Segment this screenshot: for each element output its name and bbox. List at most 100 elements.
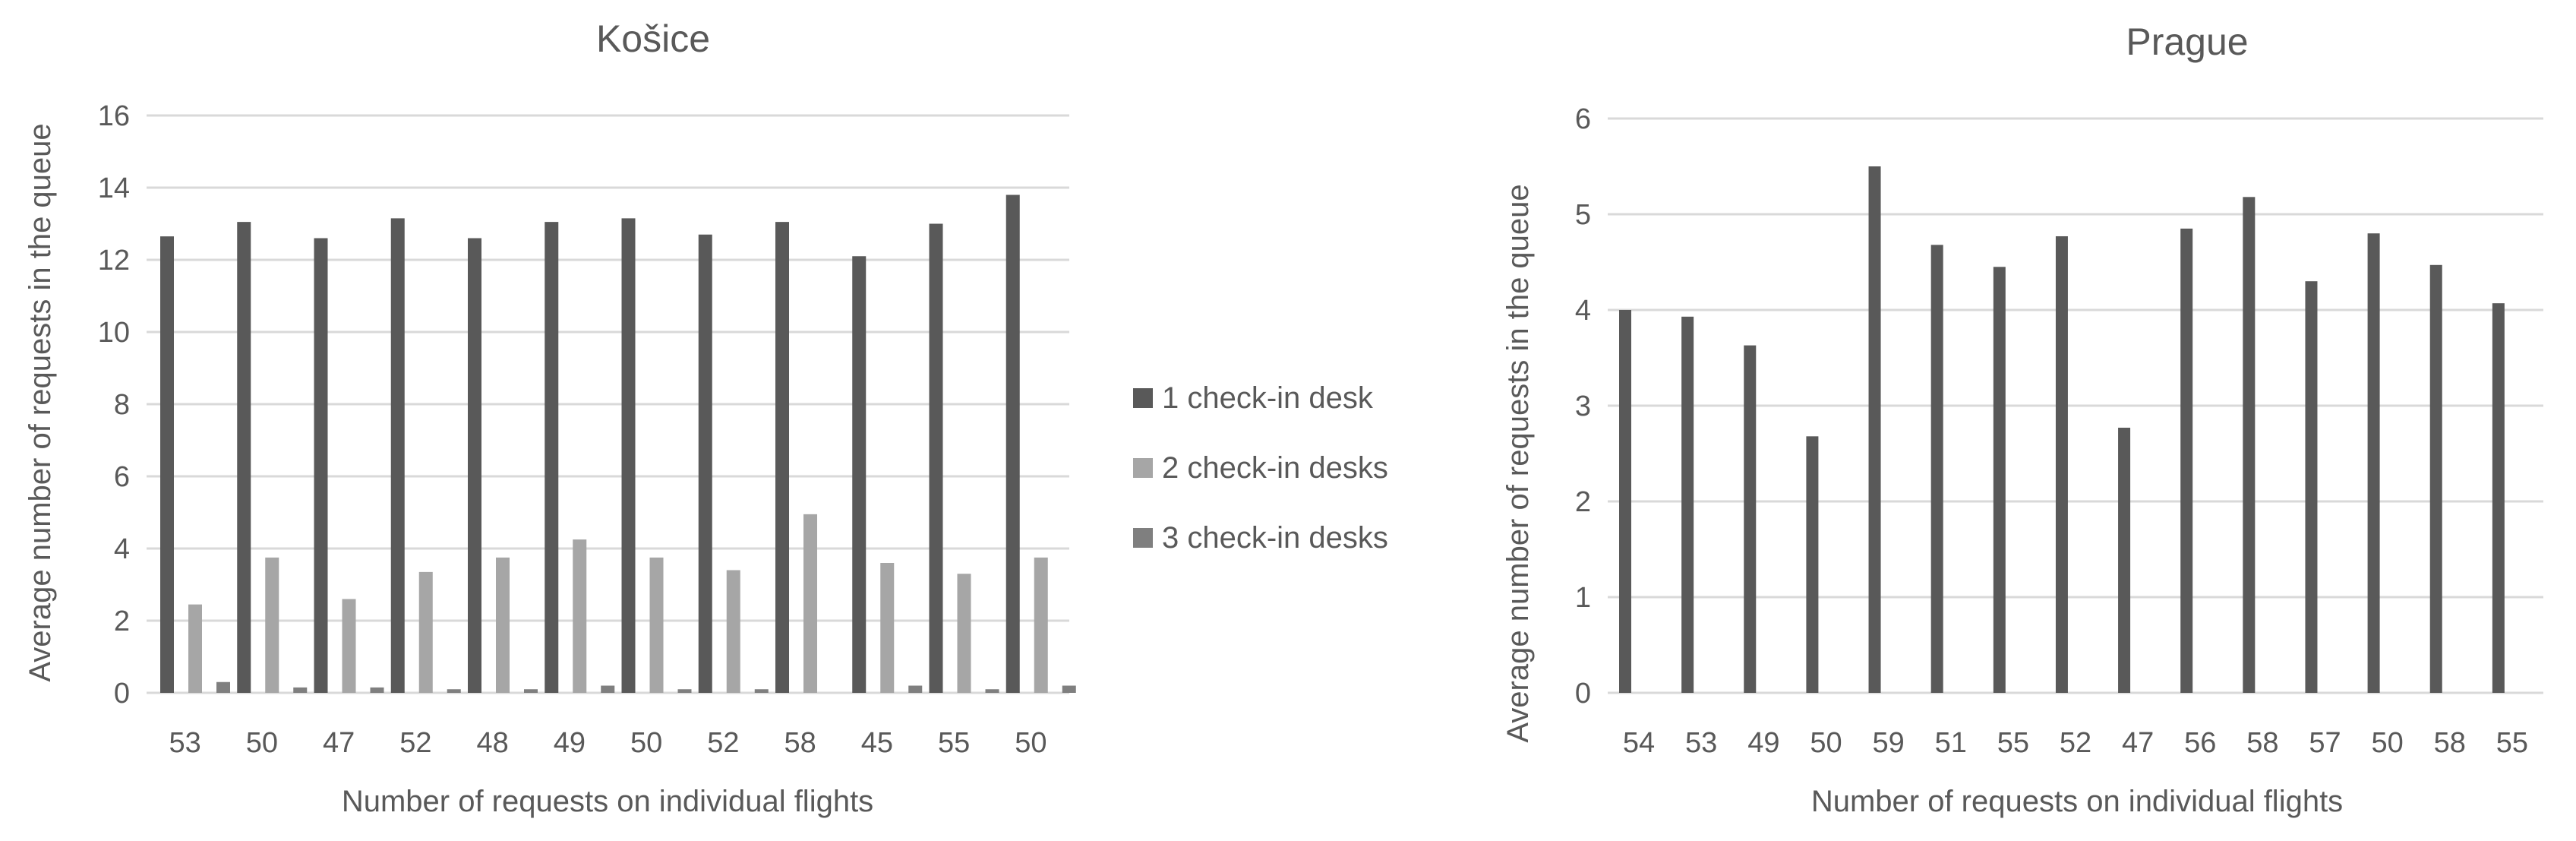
prague-bar-series1 (2180, 228, 2193, 693)
kosice-y-tick-labels: 0 2 4 6 8 10 12 14 16 (98, 100, 130, 710)
kosice-y-tick-label: 4 (114, 533, 130, 565)
kosice-bar-series3 (677, 689, 692, 693)
prague-chart: Prague Average number of requests in the… (1501, 21, 2543, 818)
kosice-bar-series2 (496, 557, 510, 693)
kosice-x-tick-label: 48 (476, 727, 508, 759)
prague-bar-series1 (1993, 267, 2006, 693)
kosice-bar-series3 (985, 689, 999, 693)
kosice-bar-series1 (314, 238, 328, 693)
kosice-bar-series1 (468, 238, 481, 693)
kosice-x-axis-label: Number of requests on individual flights (342, 785, 873, 818)
kosice-bar-series2 (188, 604, 202, 693)
kosice-bar-series3 (370, 687, 384, 693)
kosice-bar-series3 (1062, 685, 1076, 693)
kosice-bar-series2 (265, 557, 279, 693)
legend-label-3: 3 check-in desks (1162, 521, 1388, 555)
prague-y-tick-labels: 0 1 2 3 4 5 6 (1575, 103, 1591, 710)
kosice-bar-series2 (649, 557, 664, 693)
kosice-bar-series3 (754, 689, 769, 693)
legend-item-2: 2 check-in desks (1133, 451, 1388, 485)
kosice-bar-series1 (621, 218, 636, 693)
prague-bar-series1 (1681, 316, 1694, 693)
kosice-y-tick-label: 8 (114, 389, 130, 421)
legend-swatch-3 (1133, 528, 1153, 548)
kosice-x-tick-label: 47 (323, 727, 355, 759)
prague-bar-series1 (2492, 303, 2505, 693)
kosice-bar-series2 (880, 563, 895, 693)
kosice-x-tick-label: 49 (554, 727, 586, 759)
prague-x-tick-label: 56 (2184, 727, 2216, 759)
prague-x-tick-label: 51 (1935, 727, 1967, 759)
prague-x-tick-label: 54 (1623, 727, 1655, 759)
kosice-bar-series1 (698, 234, 712, 693)
prague-x-tick-label: 57 (2309, 727, 2341, 759)
prague-bar-series1 (2243, 197, 2256, 693)
legend: 1 check-in desk 2 check-in desks 3 check… (1133, 381, 1388, 555)
prague-y-tick-label: 2 (1575, 486, 1591, 518)
prague-x-tick-label: 55 (1997, 727, 2029, 759)
kosice-bar-series1 (775, 222, 789, 693)
kosice-x-tick-label: 52 (707, 727, 739, 759)
kosice-bar-series2 (957, 574, 971, 693)
kosice-gridlines (147, 114, 1069, 694)
kosice-x-tick-label: 58 (784, 727, 816, 759)
kosice-y-tick-label: 10 (98, 317, 130, 349)
kosice-bar-series1 (852, 256, 867, 693)
prague-y-tick-label: 1 (1575, 582, 1591, 614)
kosice-y-tick-label: 16 (98, 100, 130, 132)
kosice-bar-series3 (908, 685, 923, 693)
prague-x-tick-label: 49 (1747, 727, 1779, 759)
prague-x-tick-label: 59 (1872, 727, 1904, 759)
prague-bar-series1 (1619, 310, 1631, 693)
prague-x-tick-label: 55 (2496, 727, 2528, 759)
kosice-x-tick-label: 50 (1015, 727, 1046, 759)
prague-y-tick-label: 3 (1575, 390, 1591, 422)
prague-bar-series1 (2118, 427, 2131, 693)
prague-bar-series1 (2055, 236, 2068, 694)
legend-item-1: 1 check-in desk (1133, 381, 1374, 415)
prague-x-axis-label: Number of requests on individual flights (1811, 785, 2343, 818)
kosice-x-tick-label: 52 (399, 727, 431, 759)
kosice-x-tick-label: 50 (246, 727, 278, 759)
legend-swatch-2 (1133, 458, 1153, 478)
prague-x-tick-label: 58 (2246, 727, 2278, 759)
prague-y-tick-label: 6 (1575, 103, 1591, 135)
kosice-bar-series3 (447, 689, 461, 693)
prague-bar-series1 (1744, 345, 1757, 693)
legend-swatch-1 (1133, 388, 1153, 408)
kosice-bar-series1 (929, 223, 943, 693)
kosice-y-tick-label: 0 (114, 678, 130, 710)
legend-label-1: 1 check-in desk (1162, 381, 1374, 415)
kosice-chart: Košice Average number of requests in the… (24, 17, 1076, 818)
kosice-bar-series2 (726, 570, 740, 693)
prague-bar-series1 (2367, 233, 2380, 693)
kosice-bar-series1 (160, 236, 174, 693)
kosice-bar-series3 (601, 685, 615, 693)
kosice-y-tick-label: 6 (114, 461, 130, 493)
kosice-bar-series2 (573, 539, 587, 693)
prague-bar-series1 (1806, 436, 1819, 693)
kosice-y-tick-label: 2 (114, 605, 130, 637)
legend-item-3: 3 check-in desks (1133, 521, 1388, 555)
kosice-y-tick-label: 12 (98, 245, 130, 277)
prague-chart-title: Prague (2126, 21, 2248, 63)
kosice-x-tick-label: 55 (938, 727, 970, 759)
kosice-bar-series2 (1034, 557, 1048, 693)
prague-y-axis-label: Average number of requests in the queue (1501, 184, 1535, 742)
kosice-bar-series2 (803, 514, 817, 693)
kosice-bar-series3 (524, 689, 538, 693)
kosice-bar-series1 (1005, 194, 1020, 693)
prague-x-tick-label: 50 (2372, 727, 2404, 759)
legend-label-2: 2 check-in desks (1162, 451, 1388, 485)
kosice-x-tick-label: 45 (861, 727, 893, 759)
prague-x-tick-label: 58 (2434, 727, 2466, 759)
kosice-bar-series2 (342, 599, 356, 693)
kosice-x-tick-label: 53 (169, 727, 200, 759)
prague-bars (1619, 166, 2505, 694)
prague-x-tick-label: 50 (1810, 727, 1842, 759)
kosice-bar-series1 (545, 222, 559, 693)
prague-x-tick-label: 52 (2060, 727, 2091, 759)
prague-x-tick-label: 47 (2122, 727, 2154, 759)
kosice-bar-series2 (418, 571, 433, 693)
prague-y-tick-label: 5 (1575, 199, 1591, 231)
